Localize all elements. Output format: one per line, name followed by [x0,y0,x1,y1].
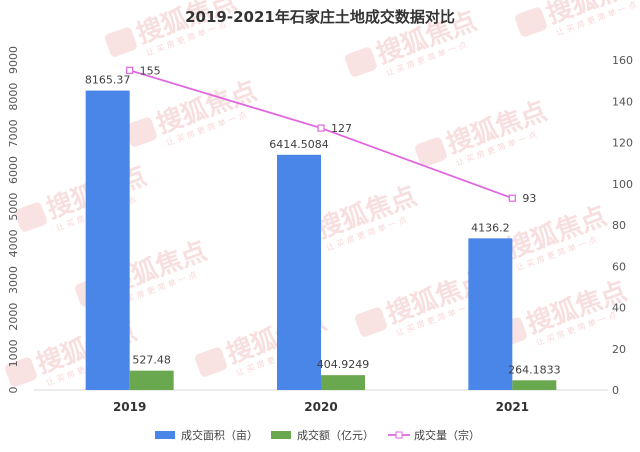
data-label: 527.48 [132,354,171,367]
bar-series: 8165.37 6414.5084 4136.2 527.48 404.9249 264.… [85,74,561,391]
data-label: 4136.2 [471,221,510,234]
bar-area [277,154,321,390]
watermark-logo-icon [15,202,47,232]
left-axis: 0 1000 2000 3000 4000 5000 6000 7000 8000 9000 [7,46,20,394]
right-tick-label: 40 [612,302,626,315]
right-tick-label: 0 [612,384,619,397]
line-series: 155 127 93 [126,64,536,205]
left-tick-label: 7000 [7,119,20,147]
bar-amount [512,380,557,390]
right-tick-label: 100 [612,178,633,191]
x-axis-categories: 2019 2020 2021 [113,400,529,414]
data-label: 264.1833 [508,363,561,376]
data-label: 8165.37 [85,74,131,87]
x-category-label: 2019 [113,400,146,414]
right-tick-label: 140 [612,95,633,108]
data-label: 6414.5084 [269,138,329,151]
line-point [317,124,325,132]
watermark-logo-icon [415,137,447,167]
watermark-logo-icon [5,357,37,387]
left-tick-label: 0 [7,387,20,394]
left-tick-label: 6000 [7,156,20,184]
line-point [126,66,134,74]
left-tick-label: 9000 [7,46,20,74]
line-data-label: 127 [331,122,352,135]
legend-swatch-marker [395,431,403,439]
bar-area [468,238,513,390]
legend-label: 成交额（亿元） [297,428,374,442]
watermark-logo-icon [355,307,387,337]
right-axis: 0 20 40 60 80 100 120 140 160 [612,54,633,397]
line-point [508,194,516,202]
right-tick-label: 60 [612,260,626,273]
left-tick-label: 4000 [7,229,20,257]
bar-amount [129,370,174,390]
chart-title: 2019-2021年石家庄土地成交数据对比 [185,8,455,26]
right-tick-label: 160 [612,54,633,67]
left-tick-label: 1000 [7,339,20,367]
bar-amount [321,375,365,390]
bar-area [85,90,130,391]
left-tick-label: 2000 [7,303,20,331]
data-label: 404.9249 [317,358,370,371]
watermark-logo-icon [515,7,547,37]
legend: 成交面积（亩） 成交额（亿元） 成交量（宗） [155,428,480,442]
legend-swatch [155,431,175,439]
watermark-logo-icon [105,27,137,57]
right-tick-label: 120 [612,137,633,150]
left-tick-label: 8000 [7,83,20,111]
x-category-label: 2020 [304,400,337,414]
watermark-logo-icon [195,347,227,377]
right-tick-label: 20 [612,343,626,356]
left-tick-label: 5000 [7,193,20,221]
line-data-label: 93 [522,192,536,205]
x-category-label: 2021 [496,400,529,414]
watermark-logo-icon [125,117,157,147]
watermark-logo-icon [345,47,377,77]
legend-swatch [271,431,291,439]
legend-label: 成交面积（亩） [181,428,258,442]
legend-label: 成交量（宗） [414,428,480,442]
line-data-label: 155 [140,64,161,77]
left-tick-label: 3000 [7,266,20,294]
right-tick-label: 80 [612,219,626,232]
